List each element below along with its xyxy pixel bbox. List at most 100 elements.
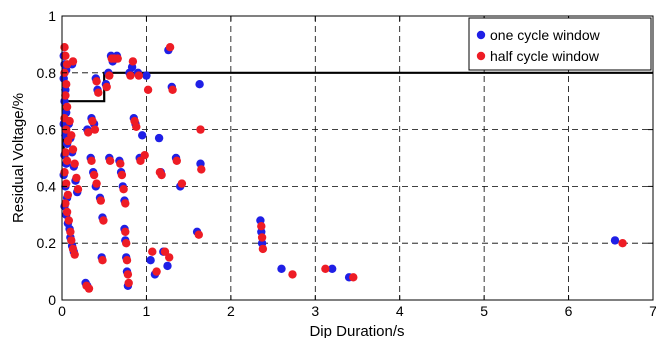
data-point bbox=[194, 230, 203, 239]
y-tick-label-1: 0.2 bbox=[37, 235, 57, 251]
data-point bbox=[88, 116, 97, 126]
data-point bbox=[152, 267, 161, 276]
data-point bbox=[618, 239, 627, 248]
data-point bbox=[105, 71, 114, 80]
y-tick-label-2: 0.4 bbox=[37, 178, 57, 194]
data-point bbox=[168, 85, 177, 95]
data-point bbox=[142, 71, 151, 80]
data-point bbox=[257, 222, 266, 231]
data-point bbox=[113, 54, 122, 63]
data-point bbox=[121, 199, 130, 208]
data-point bbox=[258, 244, 268, 254]
data-point bbox=[61, 91, 70, 100]
data-point bbox=[62, 102, 72, 112]
data-point bbox=[610, 236, 620, 245]
data-point bbox=[121, 227, 130, 236]
data-point bbox=[89, 170, 99, 180]
data-point bbox=[143, 85, 153, 95]
x-tick-labels: 0 1 2 3 4 5 6 7 bbox=[58, 16, 656, 319]
data-point bbox=[61, 51, 70, 60]
data-point bbox=[72, 173, 81, 183]
data-point bbox=[157, 170, 166, 180]
data-point bbox=[90, 125, 100, 134]
data-point bbox=[172, 156, 181, 165]
x-tick-label-2: 2 bbox=[227, 303, 235, 319]
data-point bbox=[67, 236, 76, 245]
data-point bbox=[92, 77, 101, 86]
y-tick-label-4: 0.8 bbox=[37, 65, 57, 81]
data-point bbox=[148, 247, 157, 256]
data-point bbox=[124, 278, 133, 288]
x-tick-label-4: 4 bbox=[396, 303, 404, 319]
data-point bbox=[84, 128, 93, 137]
data-point bbox=[138, 131, 147, 140]
series-1 bbox=[60, 43, 627, 293]
data-point bbox=[132, 122, 141, 131]
data-point bbox=[123, 270, 133, 279]
data-point bbox=[65, 116, 74, 126]
data-point bbox=[92, 179, 101, 188]
data-point bbox=[66, 227, 75, 236]
x-tick-label-5: 5 bbox=[480, 303, 488, 319]
data-point bbox=[140, 151, 149, 160]
data-point bbox=[64, 216, 74, 225]
x-tick-label-3: 3 bbox=[311, 303, 319, 319]
data-point bbox=[61, 148, 70, 157]
data-point bbox=[197, 165, 206, 174]
y-tick-label-3: 0.6 bbox=[37, 122, 57, 138]
data-point bbox=[126, 71, 135, 80]
legend-marker-one-cycle bbox=[476, 30, 486, 40]
data-point bbox=[134, 71, 143, 80]
y-tick-labels: 0 0.2 0.4 0.6 0.8 1 bbox=[37, 8, 653, 308]
data-point bbox=[117, 170, 127, 180]
data-point bbox=[277, 264, 286, 273]
data-point bbox=[122, 239, 131, 248]
x-tick-label-7: 7 bbox=[649, 303, 656, 319]
data-point bbox=[96, 196, 106, 205]
data-point bbox=[98, 256, 107, 265]
data-point bbox=[163, 261, 172, 271]
data-point bbox=[165, 253, 174, 262]
y-axis-label: Residual Voltage/% bbox=[10, 93, 27, 223]
data-point bbox=[70, 159, 79, 168]
x-tick-label-1: 1 bbox=[143, 303, 151, 319]
data-point bbox=[61, 199, 70, 208]
data-point bbox=[68, 57, 78, 66]
data-point bbox=[63, 190, 73, 200]
data-point bbox=[105, 156, 115, 165]
data-point bbox=[154, 133, 164, 143]
data-point bbox=[67, 131, 76, 140]
data-point bbox=[62, 207, 72, 217]
data-points bbox=[59, 43, 627, 293]
legend-label-half-cycle: half cycle window bbox=[490, 48, 600, 64]
data-point bbox=[288, 270, 297, 279]
x-tick-label-6: 6 bbox=[565, 303, 573, 319]
data-point bbox=[257, 233, 267, 242]
legend-box bbox=[468, 17, 652, 71]
data-point bbox=[321, 264, 330, 273]
data-point bbox=[99, 216, 108, 225]
data-point bbox=[128, 57, 138, 66]
legend: one cycle window half cycle window bbox=[468, 17, 652, 71]
data-point bbox=[165, 43, 175, 52]
legend-label-one-cycle: one cycle window bbox=[490, 27, 601, 43]
data-point bbox=[177, 179, 187, 188]
plot-frame bbox=[61, 15, 654, 301]
data-point bbox=[61, 80, 71, 89]
data-point bbox=[68, 145, 78, 154]
data-point bbox=[122, 256, 132, 265]
data-point bbox=[94, 88, 103, 97]
data-point bbox=[84, 284, 94, 293]
data-point bbox=[119, 185, 128, 194]
y-tick-label-5: 1 bbox=[48, 8, 56, 24]
data-point bbox=[146, 256, 155, 265]
data-point bbox=[195, 80, 204, 89]
data-point bbox=[61, 179, 71, 188]
data-point bbox=[196, 125, 205, 134]
x-tick-label-0: 0 bbox=[58, 303, 66, 319]
data-point bbox=[328, 264, 337, 273]
data-point bbox=[349, 273, 358, 282]
x-axis-label: Dip Duration/s bbox=[309, 323, 404, 338]
data-point bbox=[70, 250, 79, 259]
